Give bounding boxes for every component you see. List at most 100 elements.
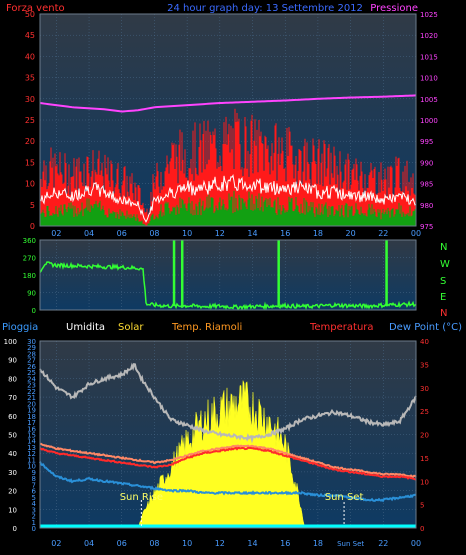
direction-series — [39, 261, 417, 311]
temp-x-tick: 06 — [117, 539, 127, 548]
wind-y-tick: 35 — [25, 74, 35, 83]
temp-x-tick: 04 — [84, 539, 94, 548]
wind-y-tick: 15 — [25, 158, 35, 167]
humidity-y-tick: 1 — [32, 519, 36, 527]
humidity-series — [39, 362, 417, 444]
temp-x-tick: 02 — [51, 539, 61, 548]
direction-plot-area — [40, 240, 416, 310]
compass-labels: N W S E N — [440, 242, 450, 319]
temp-axes: 0102030405060708090100012345678910111213… — [4, 338, 429, 548]
rain-y-tick: 10 — [8, 506, 17, 514]
humidity-y-tick: 20 — [27, 400, 36, 408]
direction-y-tick: 270 — [23, 255, 36, 263]
rain-y-tick: 100 — [4, 338, 17, 346]
temp-x-tick: Sun Set — [337, 540, 364, 548]
temp-y-tick: 35 — [420, 361, 429, 369]
humidity-y-tick: 16 — [27, 425, 36, 433]
pressure-axis-label: Pressione — [370, 3, 418, 14]
humidity-y-tick: 7 — [32, 481, 36, 489]
pressure-y-tick: 985 — [420, 181, 433, 189]
wind-y-tick: 5 — [30, 201, 35, 210]
temp-y-tick: 0 — [420, 525, 424, 533]
direction-axes: 0 90 180 270 360 — [23, 237, 36, 315]
wind-y-tick: 30 — [25, 95, 35, 104]
humidity-y-tick: 21 — [27, 394, 36, 402]
legend-humidity: Umidita — [66, 322, 105, 333]
humidity-y-tick: 24 — [27, 375, 36, 383]
humidity-y-tick: 8 — [32, 475, 36, 483]
sunset-label: Sun Set — [325, 492, 364, 503]
sun-markers: Sun Rise Sun Set — [120, 492, 364, 526]
wind-plot-frame — [39, 13, 417, 227]
humidity-y-tick: 2 — [32, 513, 36, 521]
temp-y-tick: 25 — [420, 408, 429, 416]
humidity-y-tick: 23 — [27, 382, 36, 390]
temp-y-tick: 40 — [420, 338, 429, 346]
rain-y-tick: 20 — [8, 488, 17, 496]
wind-x-tick: 08 — [149, 229, 159, 238]
wind-x-tick: 04 — [84, 229, 94, 238]
humidity-y-tick: 30 — [27, 338, 36, 346]
humidity-y-tick: 19 — [27, 407, 36, 415]
rain-y-tick: 60 — [8, 413, 17, 421]
rain-y-tick: 70 — [8, 394, 17, 402]
humidity-y-tick: 17 — [27, 419, 36, 427]
legend-temperature: Temperatura — [309, 322, 374, 333]
compass-s: S — [440, 276, 446, 287]
legend-rain: Pioggia — [2, 322, 38, 333]
wind-grid — [40, 13, 417, 227]
temp-x-tick: 16 — [280, 539, 290, 548]
graph-title: 24 hour graph day: 13 Settembre 2012 — [167, 3, 363, 14]
legend-dewpoint: Dew Point (°C) — [389, 322, 462, 333]
direction-y-tick: 0 — [32, 307, 36, 315]
rain-y-tick: 80 — [8, 375, 17, 383]
temp-y-tick: 30 — [420, 385, 429, 393]
temp-y-tick: 15 — [420, 455, 429, 463]
humidity-y-tick: 18 — [27, 413, 36, 421]
wind-y-tick: 45 — [25, 31, 35, 40]
pressure-y-tick: 1010 — [420, 75, 438, 83]
pressure-series — [39, 94, 417, 113]
temp-plot-frame — [39, 340, 417, 529]
pressure-y-tick: 975 — [420, 223, 433, 231]
wind-y-tick: 25 — [25, 116, 35, 125]
dewpoint-series — [39, 461, 417, 503]
legend-temp-riamoli: Temp. Riamoli — [171, 322, 242, 333]
wind-y-tick: 10 — [25, 180, 35, 189]
humidity-y-tick: 26 — [27, 363, 36, 371]
compass-n-top: N — [440, 242, 447, 253]
humidity-y-tick: 6 — [32, 488, 37, 496]
wind-x-tick: 22 — [378, 229, 388, 238]
humidity-y-tick: 11 — [27, 456, 36, 464]
pressure-y-tick: 1015 — [420, 53, 438, 61]
temperature-series — [39, 446, 417, 481]
rain-y-tick: 50 — [8, 432, 17, 440]
wind-x-tick: 06 — [117, 229, 127, 238]
wind-x-tick: 18 — [313, 229, 323, 238]
temp-x-tick: 08 — [149, 539, 159, 548]
compass-e: E — [440, 292, 446, 303]
wind-y-tick: 40 — [25, 52, 35, 61]
wind-x-tick: 10 — [182, 229, 192, 238]
temp-x-tick: 10 — [182, 539, 192, 548]
direction-series — [39, 240, 417, 311]
direction-y-tick: 90 — [27, 290, 36, 298]
compass-w: W — [440, 259, 450, 270]
wind-x-tick: 14 — [247, 229, 257, 238]
rain-y-tick: 30 — [8, 469, 17, 477]
humidity-y-tick: 28 — [27, 350, 36, 358]
humidity-y-tick: 4 — [32, 500, 37, 508]
temp-x-tick: 22 — [378, 539, 388, 548]
humidity-y-tick: 14 — [27, 438, 36, 446]
direction-y-tick: 180 — [23, 272, 36, 280]
humidity-y-tick: 5 — [32, 494, 36, 502]
humidity-y-tick: 10 — [27, 463, 36, 471]
direction-plot-frame — [39, 239, 417, 311]
pressure-y-tick: 1025 — [420, 11, 438, 19]
pressure-y-tick: 1020 — [420, 32, 438, 40]
avg-wind-series — [39, 174, 417, 223]
wind-x-tick: 16 — [280, 229, 290, 238]
direction-y-tick: 360 — [23, 237, 36, 245]
